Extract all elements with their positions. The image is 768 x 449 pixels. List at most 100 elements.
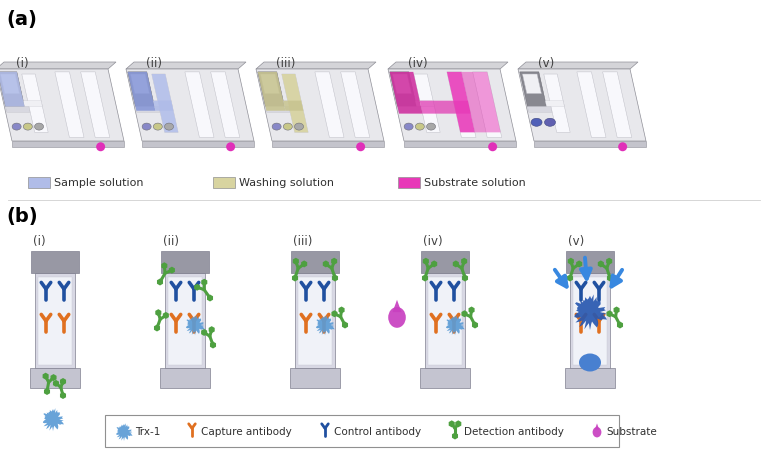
Ellipse shape bbox=[618, 142, 627, 151]
Text: (b): (b) bbox=[6, 207, 38, 226]
Ellipse shape bbox=[12, 123, 22, 130]
Polygon shape bbox=[126, 69, 254, 141]
Polygon shape bbox=[142, 141, 254, 147]
Polygon shape bbox=[152, 74, 178, 132]
Polygon shape bbox=[258, 72, 286, 111]
Polygon shape bbox=[447, 72, 476, 137]
Ellipse shape bbox=[35, 123, 44, 130]
Polygon shape bbox=[161, 251, 209, 273]
Ellipse shape bbox=[488, 142, 497, 151]
Polygon shape bbox=[126, 62, 246, 69]
Text: (i): (i) bbox=[33, 234, 45, 247]
Ellipse shape bbox=[283, 123, 293, 130]
Ellipse shape bbox=[531, 118, 542, 126]
Polygon shape bbox=[153, 101, 172, 106]
Text: (iv): (iv) bbox=[408, 57, 428, 70]
FancyBboxPatch shape bbox=[105, 415, 619, 447]
Polygon shape bbox=[81, 72, 110, 137]
Polygon shape bbox=[43, 408, 64, 431]
Polygon shape bbox=[23, 101, 42, 106]
Polygon shape bbox=[290, 367, 340, 387]
Text: (ii): (ii) bbox=[163, 234, 179, 247]
Text: Washing solution: Washing solution bbox=[239, 177, 334, 188]
Polygon shape bbox=[282, 74, 308, 132]
Polygon shape bbox=[544, 74, 570, 132]
Polygon shape bbox=[131, 74, 149, 93]
Polygon shape bbox=[283, 101, 303, 111]
Polygon shape bbox=[404, 141, 516, 147]
Polygon shape bbox=[1, 74, 19, 93]
Polygon shape bbox=[283, 101, 303, 106]
Ellipse shape bbox=[579, 353, 601, 371]
Polygon shape bbox=[272, 141, 384, 147]
Polygon shape bbox=[30, 367, 80, 387]
Polygon shape bbox=[447, 72, 475, 132]
Text: (iv): (iv) bbox=[423, 234, 442, 247]
Ellipse shape bbox=[388, 307, 406, 328]
Polygon shape bbox=[389, 72, 422, 114]
Ellipse shape bbox=[356, 142, 365, 151]
Text: (i): (i) bbox=[16, 57, 28, 70]
Polygon shape bbox=[570, 273, 610, 367]
Polygon shape bbox=[518, 62, 638, 69]
Ellipse shape bbox=[23, 123, 32, 130]
Polygon shape bbox=[545, 101, 564, 106]
Polygon shape bbox=[392, 74, 412, 93]
Polygon shape bbox=[168, 277, 202, 365]
Polygon shape bbox=[152, 74, 178, 132]
Polygon shape bbox=[565, 367, 615, 387]
Ellipse shape bbox=[226, 142, 235, 151]
FancyBboxPatch shape bbox=[213, 177, 235, 188]
Polygon shape bbox=[528, 106, 552, 112]
Polygon shape bbox=[341, 72, 369, 137]
Text: (a): (a) bbox=[6, 10, 37, 29]
Polygon shape bbox=[392, 300, 402, 312]
Polygon shape bbox=[420, 367, 470, 387]
Polygon shape bbox=[116, 423, 133, 441]
Text: (ii): (ii) bbox=[146, 57, 162, 70]
Polygon shape bbox=[421, 251, 469, 273]
Ellipse shape bbox=[164, 123, 174, 130]
Polygon shape bbox=[428, 277, 462, 365]
Polygon shape bbox=[0, 72, 25, 106]
Polygon shape bbox=[38, 277, 72, 365]
Polygon shape bbox=[165, 273, 205, 367]
Text: Trx-1: Trx-1 bbox=[135, 427, 161, 437]
Polygon shape bbox=[135, 106, 161, 112]
Polygon shape bbox=[258, 72, 284, 106]
Text: (iii): (iii) bbox=[276, 57, 296, 70]
Polygon shape bbox=[266, 106, 290, 112]
Polygon shape bbox=[574, 295, 607, 330]
Polygon shape bbox=[518, 69, 646, 141]
Polygon shape bbox=[520, 72, 547, 106]
Polygon shape bbox=[594, 423, 599, 430]
Polygon shape bbox=[522, 74, 541, 93]
Polygon shape bbox=[388, 62, 508, 69]
Polygon shape bbox=[35, 273, 75, 367]
Polygon shape bbox=[298, 277, 332, 365]
Text: (v): (v) bbox=[538, 57, 554, 70]
Polygon shape bbox=[55, 72, 84, 137]
Polygon shape bbox=[295, 273, 335, 367]
Polygon shape bbox=[153, 101, 174, 111]
Polygon shape bbox=[388, 69, 516, 141]
Polygon shape bbox=[186, 315, 205, 335]
Ellipse shape bbox=[415, 123, 425, 130]
Ellipse shape bbox=[426, 123, 435, 130]
Polygon shape bbox=[566, 251, 614, 273]
Polygon shape bbox=[462, 72, 501, 132]
Polygon shape bbox=[419, 101, 471, 114]
Polygon shape bbox=[573, 277, 607, 365]
Polygon shape bbox=[446, 315, 465, 335]
Polygon shape bbox=[0, 72, 25, 106]
Polygon shape bbox=[472, 72, 502, 137]
Polygon shape bbox=[425, 273, 465, 367]
Polygon shape bbox=[185, 72, 214, 137]
Polygon shape bbox=[603, 72, 632, 137]
Polygon shape bbox=[389, 72, 416, 106]
Polygon shape bbox=[291, 251, 339, 273]
Polygon shape bbox=[5, 106, 30, 112]
Ellipse shape bbox=[154, 123, 162, 130]
Ellipse shape bbox=[295, 123, 303, 130]
FancyBboxPatch shape bbox=[398, 177, 420, 188]
